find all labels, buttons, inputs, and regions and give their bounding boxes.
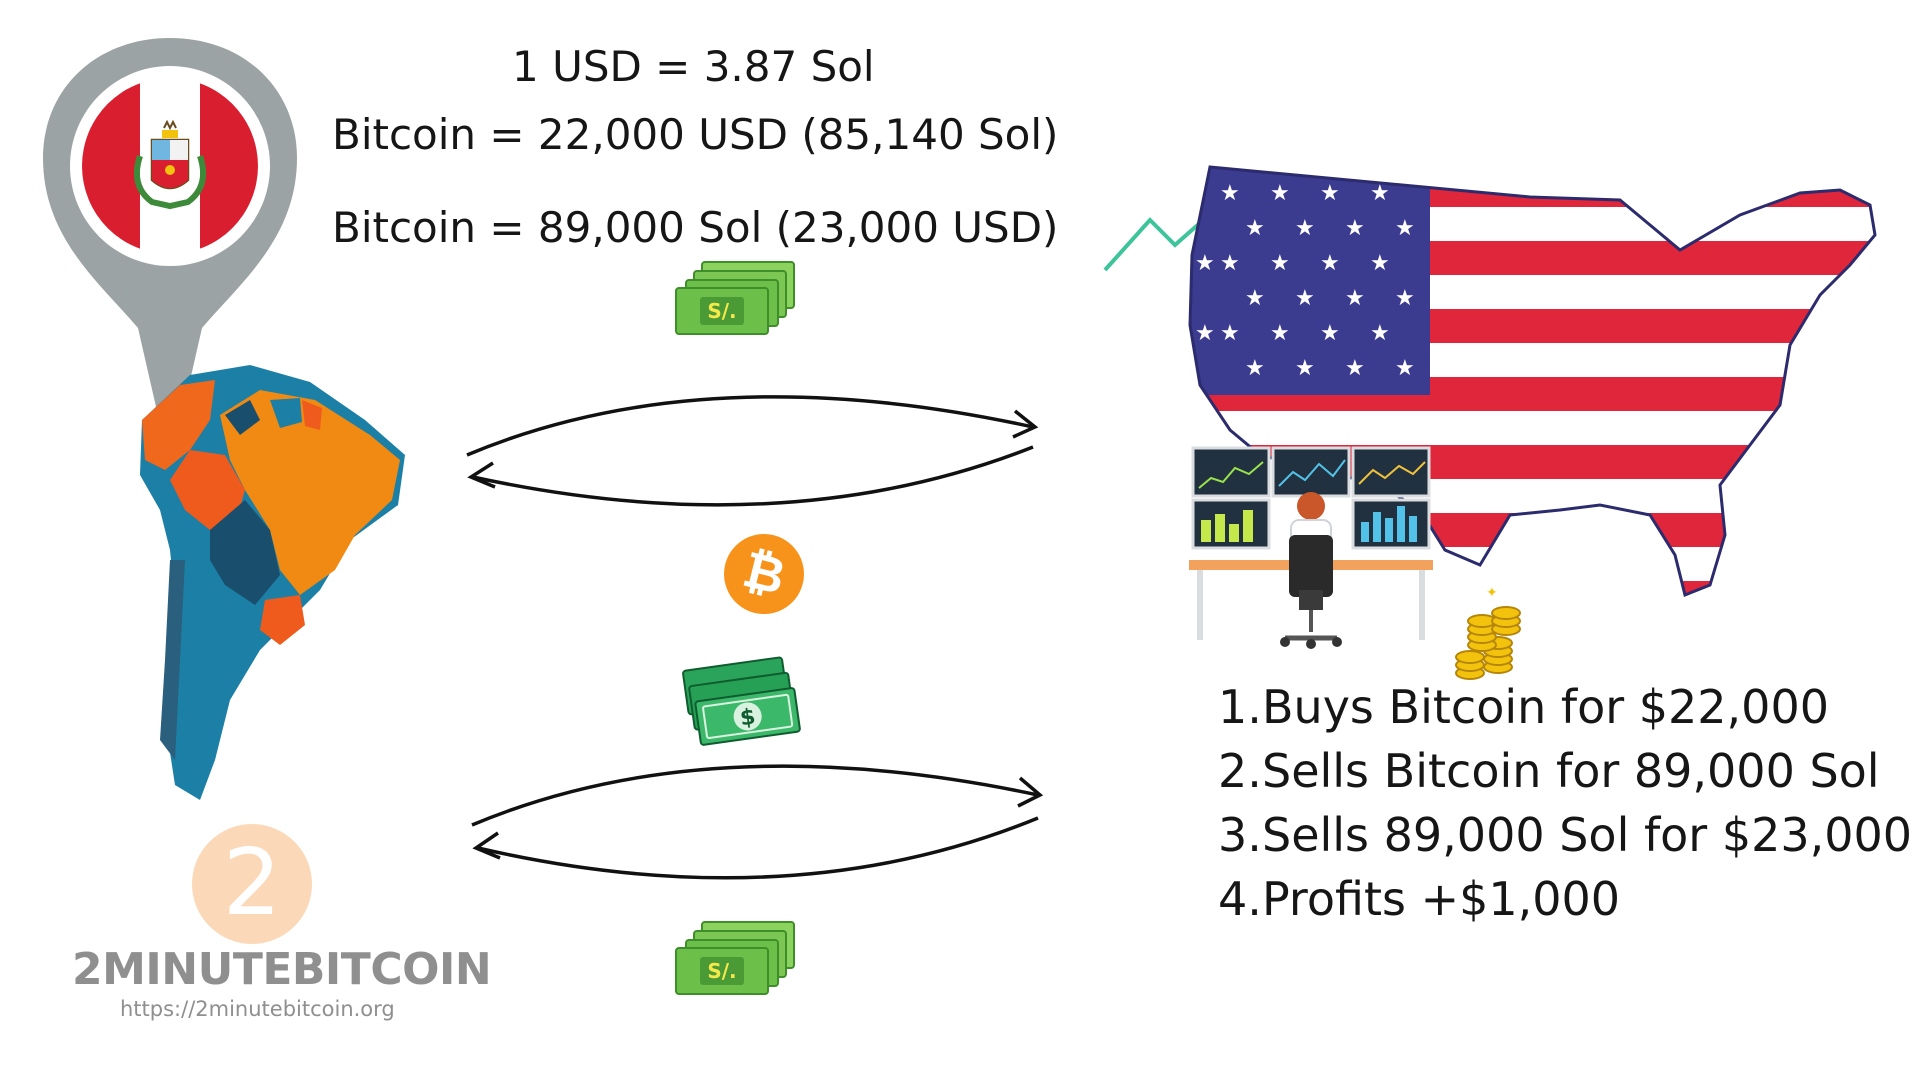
step-number: 3. bbox=[1218, 808, 1262, 862]
brand-logo-icon: 2 bbox=[192, 824, 312, 944]
peru-location-pin bbox=[43, 38, 297, 468]
brand-url: https://2minutebitcoin.org bbox=[120, 997, 395, 1021]
svg-text:★: ★ bbox=[1345, 356, 1365, 381]
svg-text:★: ★ bbox=[1220, 251, 1240, 276]
step-number: 4. bbox=[1218, 872, 1262, 926]
step-number: 2. bbox=[1218, 744, 1262, 798]
svg-text:★: ★ bbox=[1320, 251, 1340, 276]
gold-coins-icon: ✦ bbox=[1455, 585, 1521, 680]
step-text: Sells Bitcoin for 89,000 Sol bbox=[1262, 744, 1880, 798]
step-item: 3.Sells 89,000 Sol for $23,000 bbox=[1218, 803, 1912, 867]
sol-money-stack-icon: S/. bbox=[675, 261, 795, 335]
bitcoin-icon: ₿ bbox=[724, 534, 804, 614]
south-america-map bbox=[140, 365, 405, 800]
dollar-symbol: $ bbox=[739, 705, 758, 732]
sol-symbol-bottom: S/. bbox=[707, 959, 736, 983]
brand-name: 2MINUTEBITCOIN bbox=[72, 944, 492, 995]
exchange-arrows-top bbox=[466, 395, 1039, 507]
step-number: 1. bbox=[1218, 680, 1262, 734]
step-text: Sells 89,000 Sol for $23,000 bbox=[1262, 808, 1913, 862]
svg-text:★: ★ bbox=[1370, 251, 1390, 276]
step-item: 4.Profits +$1,000 bbox=[1218, 867, 1912, 931]
svg-text:★: ★ bbox=[1370, 321, 1390, 346]
bitcoin-usa-price: Bitcoin = 22,000 USD (85,140 Sol) bbox=[332, 110, 1059, 159]
peru-flag-icon bbox=[82, 78, 258, 254]
svg-text:★: ★ bbox=[1270, 251, 1290, 276]
svg-text:★: ★ bbox=[1395, 356, 1415, 381]
svg-text:✦: ✦ bbox=[1486, 585, 1498, 601]
svg-text:★: ★ bbox=[1295, 356, 1315, 381]
svg-text:★: ★ bbox=[1245, 216, 1265, 241]
svg-text:★: ★ bbox=[1220, 181, 1240, 206]
svg-text:★: ★ bbox=[1395, 286, 1415, 311]
logo-numeral: 2 bbox=[223, 829, 282, 936]
usa-flag-map: ★ ★ ★ ★ ★ ★ ★ ★ ★ ★ ★ ★ ★ ★ ★ ★ ★ ★ ★ ★ ★ ★ ★ ★ ★ ★ bbox=[1188, 165, 1877, 598]
arbitrage-steps-list: 1.Buys Bitcoin for $22,000 2.Sells Bitco… bbox=[1218, 675, 1912, 931]
step-text: Buys Bitcoin for $22,000 bbox=[1262, 680, 1829, 734]
sol-symbol: S/. bbox=[707, 299, 736, 323]
sol-money-stack-icon-bottom: S/. bbox=[675, 921, 795, 995]
svg-text:★: ★ bbox=[1195, 321, 1215, 346]
step-item: 1.Buys Bitcoin for $22,000 bbox=[1218, 675, 1912, 739]
bitcoin-peru-price: Bitcoin = 89,000 Sol (23,000 USD) bbox=[332, 203, 1059, 252]
svg-text:★: ★ bbox=[1245, 356, 1265, 381]
trader-desk-illustration bbox=[1189, 446, 1433, 649]
svg-text:★: ★ bbox=[1295, 286, 1315, 311]
svg-text:★: ★ bbox=[1320, 181, 1340, 206]
step-text: Profits +$1,000 bbox=[1262, 872, 1621, 926]
svg-text:★: ★ bbox=[1395, 216, 1415, 241]
svg-text:★: ★ bbox=[1245, 286, 1265, 311]
svg-text:★: ★ bbox=[1195, 251, 1215, 276]
svg-text:★: ★ bbox=[1220, 321, 1240, 346]
svg-text:★: ★ bbox=[1345, 286, 1365, 311]
svg-text:★: ★ bbox=[1270, 321, 1290, 346]
svg-text:★: ★ bbox=[1370, 181, 1390, 206]
svg-text:★: ★ bbox=[1320, 321, 1340, 346]
svg-text:★: ★ bbox=[1270, 181, 1290, 206]
usd-money-stack-icon: $ bbox=[682, 656, 801, 746]
svg-text:★: ★ bbox=[1345, 216, 1365, 241]
exchange-arrows-bottom bbox=[471, 764, 1044, 880]
svg-text:★: ★ bbox=[1295, 216, 1315, 241]
step-item: 2.Sells Bitcoin for 89,000 Sol bbox=[1218, 739, 1912, 803]
usd-sol-rate: 1 USD = 3.87 Sol bbox=[512, 42, 875, 91]
